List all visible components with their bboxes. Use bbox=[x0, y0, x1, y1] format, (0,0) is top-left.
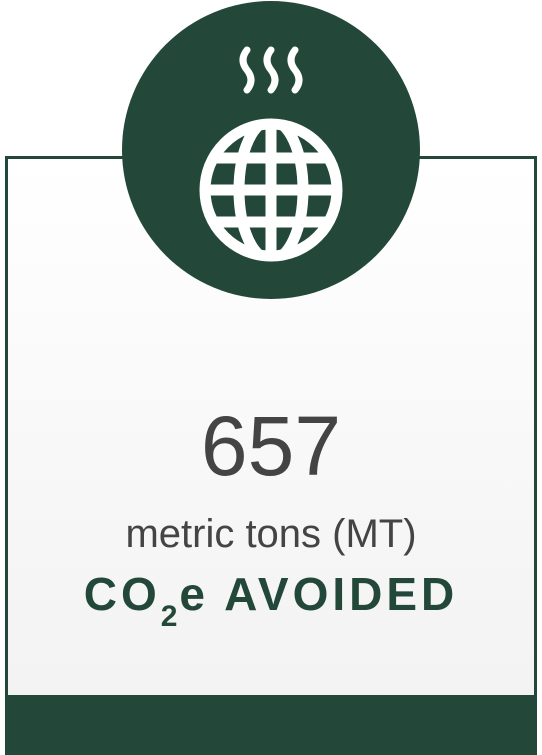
stat-label: CO2e AVOIDED bbox=[0, 566, 542, 633]
label-subscript: 2 bbox=[160, 600, 180, 633]
label-prefix: CO bbox=[83, 568, 161, 620]
label-suffix: e AVOIDED bbox=[179, 568, 459, 620]
footer-band bbox=[5, 695, 537, 755]
stat-value: 657 bbox=[200, 399, 342, 493]
stat-unit: metric tons (MT) bbox=[125, 512, 417, 556]
steam-icon bbox=[239, 46, 303, 94]
globe-icon bbox=[199, 118, 343, 262]
